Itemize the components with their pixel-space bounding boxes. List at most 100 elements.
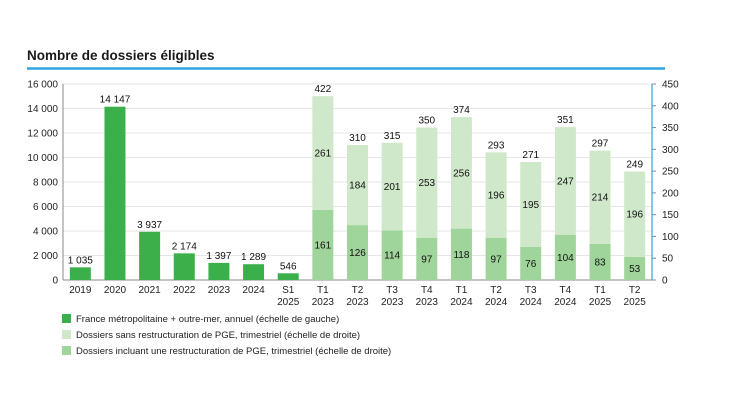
left-tick-label: 6 000 (33, 202, 58, 213)
x-tick-label: 2024 (242, 285, 265, 296)
incl-pge-bar (589, 243, 611, 280)
sans-pge-bar (381, 142, 403, 231)
incl-pge-value-label: 118 (453, 250, 469, 261)
left-tick-label: 2 000 (33, 251, 58, 262)
x-tick-label: 2024 (485, 297, 508, 308)
annual-value-label: 1 035 (68, 255, 93, 266)
right-tick-label: 100 (662, 232, 679, 243)
sans-pge-value-label: 261 (315, 149, 332, 160)
incl-pge-bar (520, 246, 542, 280)
x-tick-label: 2023 (346, 297, 369, 308)
annual-bar (139, 231, 161, 280)
legend-label-sans_pge: Dossiers sans restructuration de PGE, tr… (76, 330, 360, 341)
quarter-total-label: 297 (592, 139, 609, 150)
annual-bar (104, 106, 126, 280)
left-tick-label: 8 000 (33, 178, 58, 189)
incl-pge-value-label: 114 (384, 251, 400, 262)
quarter-total-label: 293 (488, 140, 505, 151)
x-tick-label: 2024 (554, 297, 577, 308)
quarter-total-label: 351 (557, 115, 574, 126)
incl-pge-bar (416, 237, 438, 280)
incl-pge-value-label: 97 (421, 254, 433, 265)
sans-pge-value-label: 247 (557, 176, 574, 187)
incl-pge-value-label: 161 (315, 240, 332, 251)
x-tick-label: 2023 (312, 297, 335, 308)
incl-pge-bar (381, 230, 403, 280)
sans-pge-value-label: 195 (522, 200, 539, 211)
left-tick-label: 14 000 (27, 104, 58, 115)
x-tick-label: T2 (352, 285, 364, 296)
sans-pge-bar (416, 127, 438, 238)
x-tick-label: 2021 (138, 285, 161, 296)
sans-pge-value-label: 256 (453, 168, 470, 179)
x-tick-label: 2019 (69, 285, 92, 296)
x-tick-label: T3 (386, 285, 398, 296)
data-labels: 1 035 14 147 3 937 2 174 1 397 1 289 546 161 261… (68, 84, 644, 275)
annual-value-label: 1 397 (206, 251, 231, 262)
x-tick-label: 2023 (416, 297, 439, 308)
right-tick-label: 50 (662, 254, 674, 265)
sans-pge-value-label: 196 (626, 210, 643, 221)
legend-label-annual: France métropolitaine + outre-mer, annue… (76, 314, 339, 325)
x-tick-label: T4 (421, 285, 433, 296)
left-tick-label: 0 (52, 276, 58, 287)
x-tick-label: 2020 (104, 285, 127, 296)
annual-value-label: 14 147 (100, 95, 131, 106)
legend-swatch-incl_pge (62, 346, 71, 355)
sans-pge-bar (312, 96, 334, 210)
incl-pge-value-label: 97 (491, 254, 503, 265)
left-tick-label: 10 000 (27, 153, 58, 164)
annual-bar (208, 262, 230, 280)
x-tick-label: 2025 (589, 297, 612, 308)
right-tick-label: 350 (662, 123, 679, 134)
sans-pge-bar (450, 117, 472, 229)
x-tick-label: T2 (629, 285, 641, 296)
legend-label-incl_pge: Dossiers incluant une restructuration de… (76, 346, 391, 357)
incl-pge-bar (312, 209, 334, 280)
sans-pge-bar (554, 127, 576, 235)
sans-pge-value-label: 214 (592, 193, 609, 204)
sans-pge-bar (589, 150, 611, 244)
annual-value-label: 1 289 (241, 252, 266, 263)
x-tick-label: T1 (594, 285, 606, 296)
incl-pge-value-label: 53 (629, 264, 641, 275)
quarter-total-label: 350 (418, 116, 435, 127)
annual-bar (69, 267, 91, 280)
x-tick-label: 2023 (381, 297, 404, 308)
incl-pge-value-label: 104 (557, 253, 574, 264)
incl-pge-bar (554, 234, 576, 280)
right-axis: 0 50 100 150 200 250 300 350 400 450 (651, 80, 679, 287)
sans-pge-value-label: 201 (384, 182, 401, 193)
x-tick-label: T3 (525, 285, 537, 296)
quarter-total-label: 315 (384, 131, 401, 142)
right-tick-label: 200 (662, 188, 679, 199)
right-tick-label: 300 (662, 145, 679, 156)
sans-pge-bar (624, 171, 646, 257)
sans-pge-value-label: 196 (488, 191, 505, 202)
sans-pge-bar (520, 161, 542, 247)
legend-swatch-sans_pge (62, 330, 71, 339)
legend-swatch-annual (62, 314, 71, 323)
sans-pge-bar (347, 144, 368, 226)
right-tick-label: 0 (662, 276, 668, 287)
x-tick-label: 2025 (624, 297, 647, 308)
x-tick-label: 2023 (208, 285, 231, 296)
x-tick-label: T2 (490, 285, 502, 296)
x-tick-label: 2025 (277, 297, 300, 308)
bars (69, 96, 646, 280)
x-tick-label: 2024 (520, 297, 543, 308)
quarter-total-label: 271 (522, 150, 539, 161)
x-axis-ticks: 2019 2020 2021 2022 2023 2024 S12025T12023T220… (69, 285, 646, 308)
right-tick-label: 150 (662, 210, 679, 221)
sans-pge-value-label: 184 (349, 181, 366, 192)
quarter-total-label: 249 (626, 160, 643, 171)
chart-title: Nombre de dossiers éligibles (27, 48, 215, 63)
annual-bar (277, 273, 299, 280)
annual-bar (243, 264, 265, 280)
left-axis: 0 2 000 4 000 6 000 8 000 10 000 12 000 14 000 1… (27, 80, 64, 287)
right-tick-label: 400 (662, 101, 679, 112)
annual-value-label: 3 937 (137, 220, 162, 231)
legend: France métropolitaine + outre-mer, annue… (62, 314, 391, 357)
incl-pge-bar (347, 225, 368, 280)
